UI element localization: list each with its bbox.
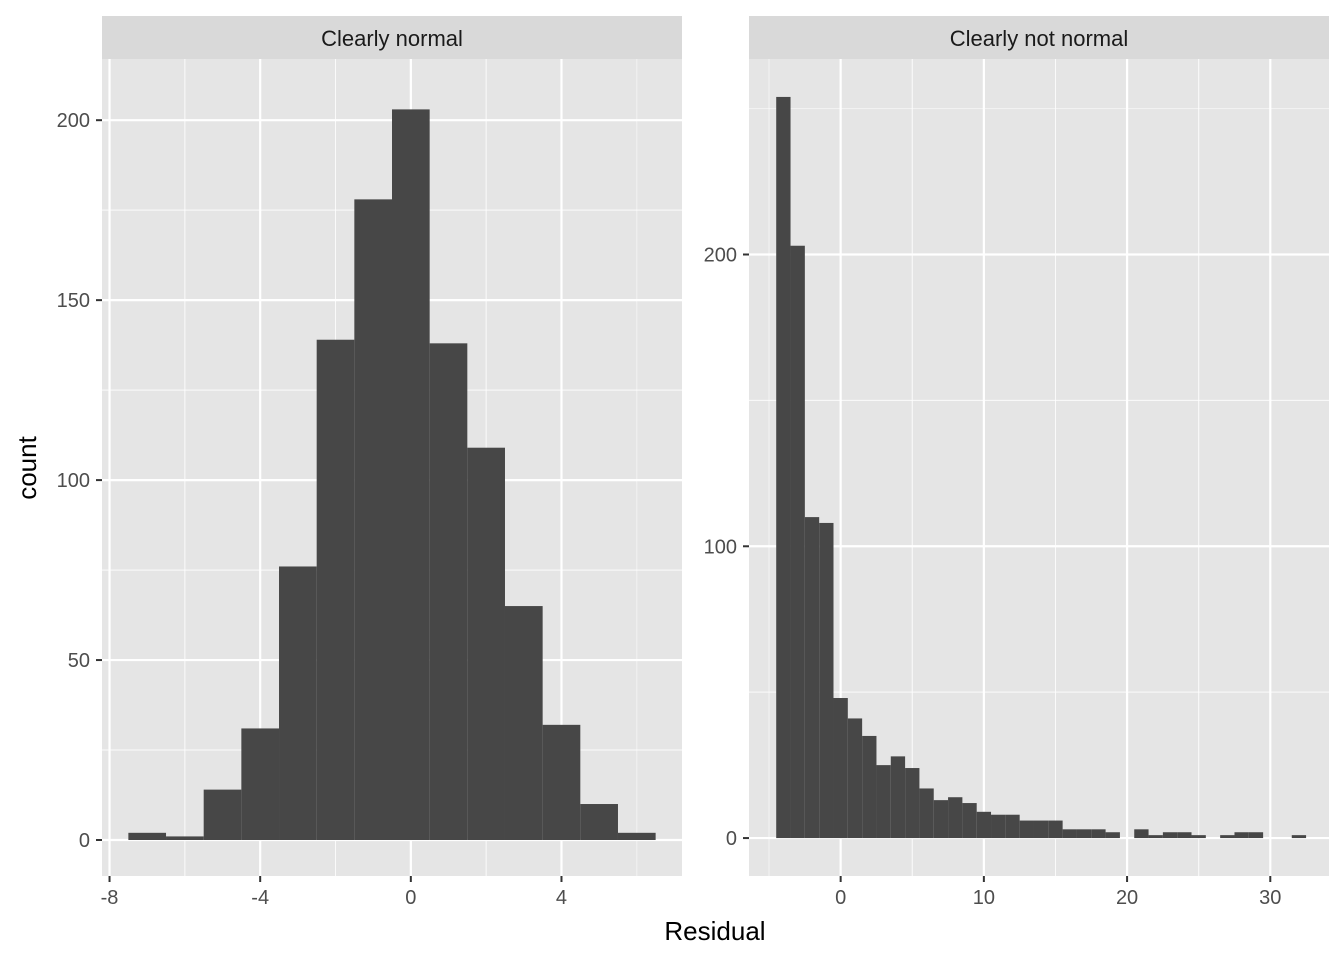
histogram-bar xyxy=(833,698,848,839)
histogram-bar xyxy=(890,756,906,839)
x-tick-label: -4 xyxy=(251,887,269,909)
histogram-bar xyxy=(1291,835,1307,839)
x-tick-label: 0 xyxy=(405,887,416,909)
histogram-bar xyxy=(790,245,805,839)
histogram-bar xyxy=(203,789,242,841)
facet-panel-1: Clearly normal -8 -4 0 4 0 50 100 150 200 xyxy=(57,16,682,909)
histogram-bar xyxy=(1148,835,1163,839)
histogram-bar xyxy=(962,803,977,839)
facet-strip xyxy=(102,16,682,59)
histogram-bar xyxy=(241,728,280,841)
x-tick-label: 30 xyxy=(1259,887,1281,909)
x-axis-title: Residual xyxy=(664,916,765,946)
y-tick-label: 200 xyxy=(57,110,90,132)
histogram-bar xyxy=(1248,832,1264,839)
x-tick-label: 20 xyxy=(1116,887,1138,909)
histogram-bar xyxy=(354,199,392,841)
x-tick-label: 4 xyxy=(556,887,567,909)
facet-strip xyxy=(749,16,1329,59)
facet-panel-2: Clearly not normal 0 10 20 30 0 100 200 xyxy=(704,16,1329,909)
histogram-bar xyxy=(976,811,992,839)
histogram-bar xyxy=(1134,829,1149,839)
histogram-bar xyxy=(542,724,581,841)
histogram-bar xyxy=(504,606,543,841)
histogram-bar xyxy=(804,517,820,839)
histogram-bar xyxy=(1076,829,1092,839)
histogram-bar xyxy=(617,832,656,841)
x-tick-label: -8 xyxy=(101,887,119,909)
histogram-bar xyxy=(1177,832,1192,839)
histogram-bar xyxy=(279,566,317,841)
y-tick-label: 100 xyxy=(704,536,737,558)
x-tick-label: 10 xyxy=(973,887,995,909)
y-tick-label: 200 xyxy=(704,244,737,266)
x-tick-label: 0 xyxy=(835,887,846,909)
histogram-bar xyxy=(1091,829,1106,839)
histogram-bar xyxy=(128,832,167,841)
histogram-bar xyxy=(1062,829,1077,839)
y-tick-label: 150 xyxy=(57,290,90,312)
histogram-bar xyxy=(905,768,920,839)
histogram-bar xyxy=(933,800,949,839)
y-axis-title: count xyxy=(12,435,42,499)
histogram-bar xyxy=(1048,820,1063,839)
histogram-bar xyxy=(991,814,1006,839)
histogram-bar xyxy=(1191,835,1206,839)
histogram-bar xyxy=(1033,820,1049,839)
histogram-bar xyxy=(1234,832,1249,839)
histogram-bar xyxy=(876,765,891,839)
y-tick-label: 0 xyxy=(726,828,737,850)
y-tick-label: 0 xyxy=(79,830,90,852)
histogram-bar xyxy=(1019,820,1034,839)
histogram-bar xyxy=(1105,832,1120,839)
histogram-bar xyxy=(467,447,505,841)
histogram-bar xyxy=(1220,835,1235,839)
histogram-bar xyxy=(316,339,355,841)
histogram-bar xyxy=(580,804,618,841)
histogram-bar xyxy=(819,522,834,839)
histogram-bar xyxy=(166,836,204,841)
histogram-bar xyxy=(919,788,934,839)
histogram-bar xyxy=(429,343,468,841)
histogram-bar xyxy=(392,109,430,841)
y-tick-label: 50 xyxy=(68,650,90,672)
facet-strip-label: Clearly not normal xyxy=(950,26,1129,51)
histogram-bar xyxy=(776,96,791,839)
histogram-bar xyxy=(1005,814,1020,839)
y-tick-label: 100 xyxy=(57,470,90,492)
histogram-bar xyxy=(1162,832,1178,839)
histogram-bar xyxy=(948,797,963,839)
facets-group: Clearly normal-8 -4 0 4050100150200Clearly … xyxy=(57,16,1329,909)
facet-strip-label: Clearly normal xyxy=(321,26,463,51)
histogram-bar xyxy=(862,735,877,839)
histogram-bar xyxy=(847,718,863,839)
